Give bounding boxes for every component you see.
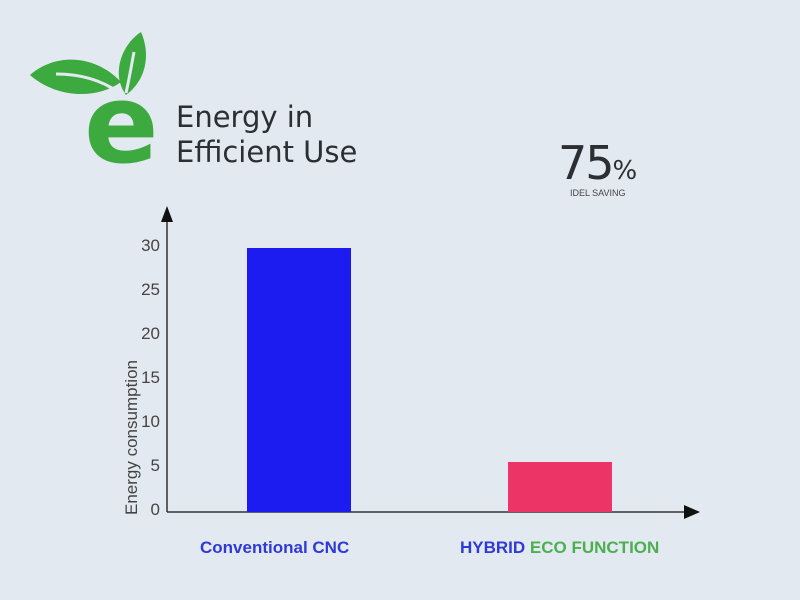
y-axis-label: Energy consumption [122, 360, 141, 515]
bar-conventional-cnc [247, 248, 351, 512]
bar-hybrid-eco [508, 462, 612, 512]
y-tick: 15 [141, 368, 160, 387]
x-label-conventional: Conventional CNC [200, 538, 350, 557]
y-tick: 25 [141, 280, 160, 299]
y-tick: 5 [150, 456, 160, 475]
x-label-hybrid: HYBRID ECO FUNCTION [460, 538, 659, 558]
savings-value: 75% [558, 140, 637, 194]
y-tick: 10 [141, 412, 160, 431]
y-tick: 0 [150, 500, 160, 519]
logo-line-1: Energy in [176, 100, 314, 134]
savings-label: IDEL SAVING [570, 188, 626, 198]
x-label-hybrid-part1: HYBRID [460, 538, 526, 557]
logo-line-2: Efficient Use [176, 135, 358, 169]
savings-unit: % [612, 156, 638, 186]
logo-title: Energy in Efficient Use [176, 100, 357, 170]
savings-number: 75 [558, 136, 615, 190]
svg-text:e: e [84, 60, 159, 170]
x-label-hybrid-part2: ECO FUNCTION [529, 538, 660, 557]
y-tick: 30 [141, 236, 160, 255]
leaf-e-logo-icon: e [30, 32, 159, 170]
y-tick: 20 [141, 324, 160, 343]
